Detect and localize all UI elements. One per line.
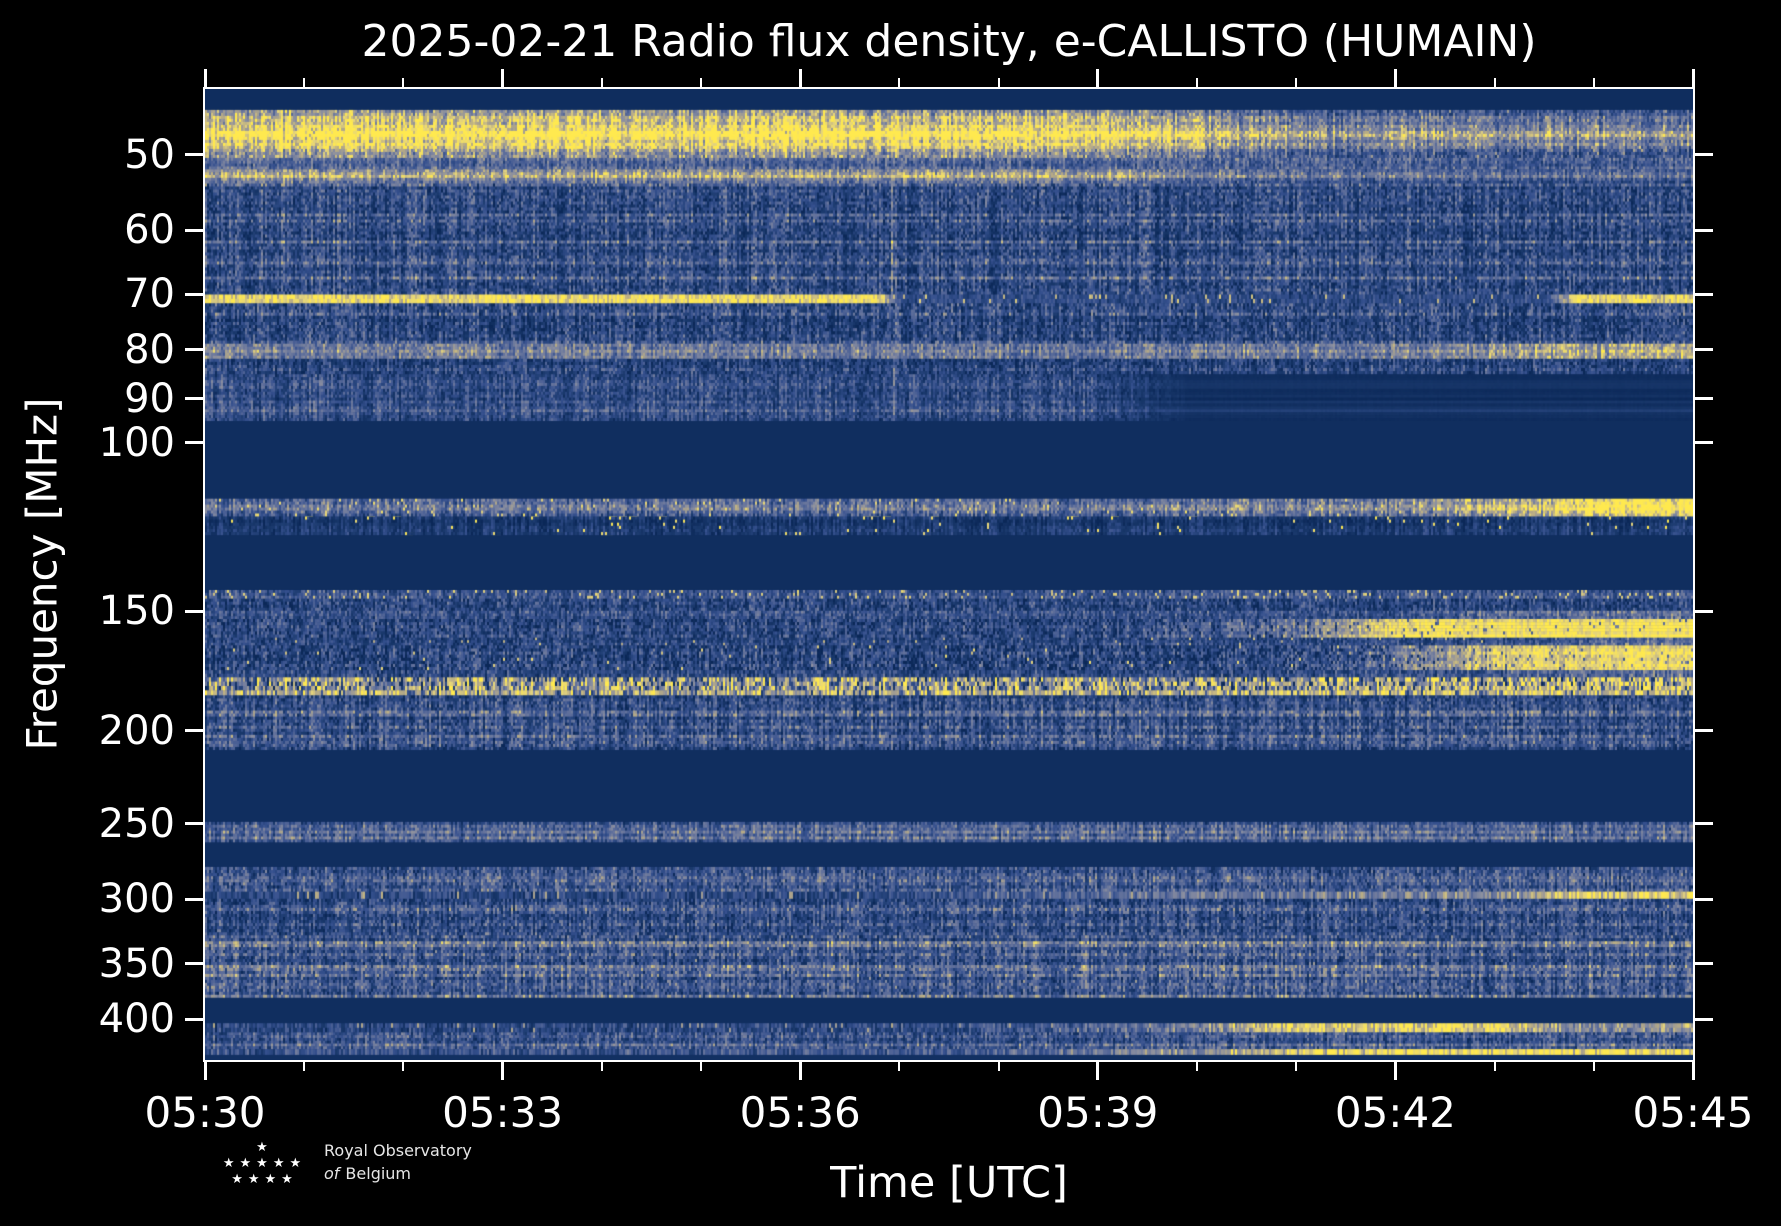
y-major-tick-left <box>185 441 203 445</box>
y-major-tick-left <box>185 348 203 352</box>
y-major-tick-right <box>1695 441 1713 445</box>
rob-org-line2: of Belgium <box>324 1162 472 1185</box>
x-minor-tick-top <box>402 78 405 87</box>
rob-logo-text: Royal Observatory of Belgium <box>324 1139 472 1185</box>
y-tick-label: 70 <box>124 271 175 318</box>
x-major-tick-top <box>798 69 802 87</box>
y-tick-label: 250 <box>98 800 175 847</box>
x-major-tick-top <box>1096 69 1100 87</box>
y-tick-label: 300 <box>98 876 175 923</box>
rob-stars-row: ★ <box>256 1140 273 1155</box>
x-minor-tick-top <box>1295 78 1298 87</box>
spectrogram-canvas <box>205 89 1693 1060</box>
y-major-tick-right <box>1695 897 1713 901</box>
x-major-tick-top <box>1691 69 1695 87</box>
x-minor-tick-top <box>303 78 306 87</box>
x-minor-tick-bottom <box>303 1062 306 1071</box>
y-major-tick-right <box>1695 228 1713 232</box>
x-minor-tick-top <box>1592 78 1595 87</box>
y-major-tick-right <box>1695 1017 1713 1021</box>
x-tick-label: 05:36 <box>739 1088 861 1137</box>
x-major-tick-bottom <box>798 1062 802 1080</box>
x-minor-tick-top <box>600 78 603 87</box>
y-major-tick-left <box>185 292 203 296</box>
rob-logo: ★ ★★★★★ ★★★★ Royal Observatory of Belgium <box>214 1138 472 1186</box>
rob-stars-row: ★★★★★ <box>222 1156 307 1171</box>
rob-org-line2-of: of <box>324 1164 340 1183</box>
x-minor-tick-top <box>1493 78 1496 87</box>
rob-org-line1: Royal Observatory <box>324 1140 472 1160</box>
y-tick-label: 90 <box>124 375 175 422</box>
x-minor-tick-bottom <box>1493 1062 1496 1071</box>
y-major-tick-left <box>185 153 203 157</box>
figure-title: 2025-02-21 Radio flux density, e-CALLIST… <box>361 16 1537 67</box>
plot-area <box>203 87 1695 1062</box>
x-axis-label: Time [UTC] <box>830 1158 1068 1208</box>
y-major-tick-left <box>185 609 203 613</box>
y-tick-label: 60 <box>124 207 175 254</box>
x-minor-tick-bottom <box>1592 1062 1595 1071</box>
y-major-tick-left <box>185 962 203 966</box>
y-major-tick-left <box>185 228 203 232</box>
y-major-tick-right <box>1695 153 1713 157</box>
rob-org-line2-belgium: Belgium <box>345 1164 412 1183</box>
y-major-tick-left <box>185 822 203 826</box>
y-tick-label: 50 <box>124 131 175 178</box>
x-minor-tick-top <box>1196 78 1198 87</box>
y-major-tick-left <box>185 1017 203 1021</box>
rob-stars-icon: ★ ★★★★★ ★★★★ <box>214 1138 310 1186</box>
x-major-tick-bottom <box>1393 1062 1397 1080</box>
y-major-tick-left <box>185 397 203 401</box>
x-minor-tick-top <box>898 78 901 87</box>
x-major-tick-top <box>501 69 505 87</box>
x-tick-label: 05:39 <box>1037 1088 1159 1137</box>
x-minor-tick-bottom <box>997 1062 1000 1071</box>
y-major-tick-right <box>1695 292 1713 296</box>
rob-stars-row: ★★★★ <box>231 1172 298 1187</box>
x-tick-label: 05:30 <box>144 1088 266 1137</box>
x-tick-label: 05:42 <box>1334 1088 1456 1137</box>
y-tick-label: 150 <box>98 588 175 635</box>
y-tick-label: 200 <box>98 707 175 754</box>
x-major-tick-bottom <box>1691 1062 1695 1080</box>
x-tick-label: 05:45 <box>1632 1088 1754 1137</box>
y-major-tick-left <box>185 729 203 733</box>
y-major-tick-right <box>1695 962 1713 966</box>
x-major-tick-bottom <box>203 1062 207 1080</box>
x-minor-tick-top <box>700 78 702 87</box>
y-tick-label: 400 <box>98 996 175 1043</box>
x-minor-tick-top <box>997 78 1000 87</box>
x-minor-tick-bottom <box>1295 1062 1298 1071</box>
y-major-tick-right <box>1695 397 1713 401</box>
x-major-tick-top <box>203 69 207 87</box>
x-major-tick-bottom <box>501 1062 505 1080</box>
x-minor-tick-bottom <box>402 1062 405 1071</box>
x-minor-tick-bottom <box>1196 1062 1198 1071</box>
y-major-tick-right <box>1695 609 1713 613</box>
x-minor-tick-bottom <box>700 1062 702 1071</box>
x-tick-label: 05:33 <box>442 1088 564 1137</box>
y-tick-label: 350 <box>98 940 175 987</box>
y-major-tick-right <box>1695 729 1713 733</box>
x-minor-tick-bottom <box>600 1062 603 1071</box>
y-major-tick-left <box>185 897 203 901</box>
y-major-tick-right <box>1695 348 1713 352</box>
y-tick-label: 80 <box>124 326 175 373</box>
x-major-tick-bottom <box>1096 1062 1100 1080</box>
x-minor-tick-bottom <box>898 1062 901 1071</box>
y-major-tick-right <box>1695 822 1713 826</box>
x-major-tick-top <box>1393 69 1397 87</box>
y-tick-label: 100 <box>98 419 175 466</box>
